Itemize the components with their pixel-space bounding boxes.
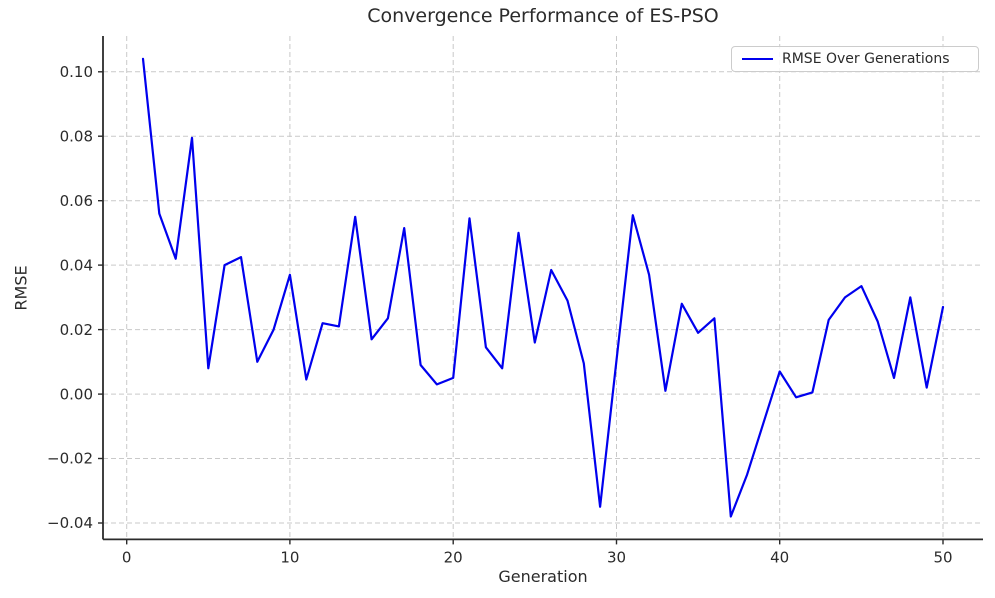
y-axis-label: RMSE — [11, 265, 31, 311]
svg-text:40: 40 — [770, 548, 789, 566]
svg-text:0.06: 0.06 — [60, 192, 93, 210]
svg-text:20: 20 — [444, 548, 463, 566]
svg-text:−0.02: −0.02 — [47, 450, 93, 468]
rmse-line — [141, 57, 945, 518]
svg-text:30: 30 — [607, 548, 626, 566]
svg-text:0.00: 0.00 — [60, 385, 93, 403]
svg-text:0.02: 0.02 — [60, 321, 93, 339]
svg-text:10: 10 — [280, 548, 299, 566]
x-axis-label: Generation — [498, 567, 588, 586]
tick-marks — [98, 71, 944, 545]
svg-text:0.04: 0.04 — [60, 256, 93, 274]
svg-text:0.10: 0.10 — [60, 63, 93, 81]
y-tick-labels: 0.10 0.08 0.06 0.04 0.02 0.00 −0.02 −0.04 — [47, 63, 93, 532]
svg-text:0.08: 0.08 — [60, 127, 93, 145]
svg-text:−0.04: −0.04 — [47, 514, 93, 532]
grid — [103, 36, 983, 540]
legend-label: RMSE Over Generations — [782, 51, 950, 67]
chart-title: Convergence Performance of ES-PSO — [367, 5, 719, 27]
svg-text:0: 0 — [122, 548, 132, 566]
x-tick-labels: 0 10 20 30 40 50 — [122, 548, 953, 566]
legend-line-swatch — [742, 58, 773, 60]
legend: RMSE Over Generations — [731, 46, 979, 72]
axes-spines — [102, 36, 983, 541]
svg-text:50: 50 — [933, 548, 952, 566]
